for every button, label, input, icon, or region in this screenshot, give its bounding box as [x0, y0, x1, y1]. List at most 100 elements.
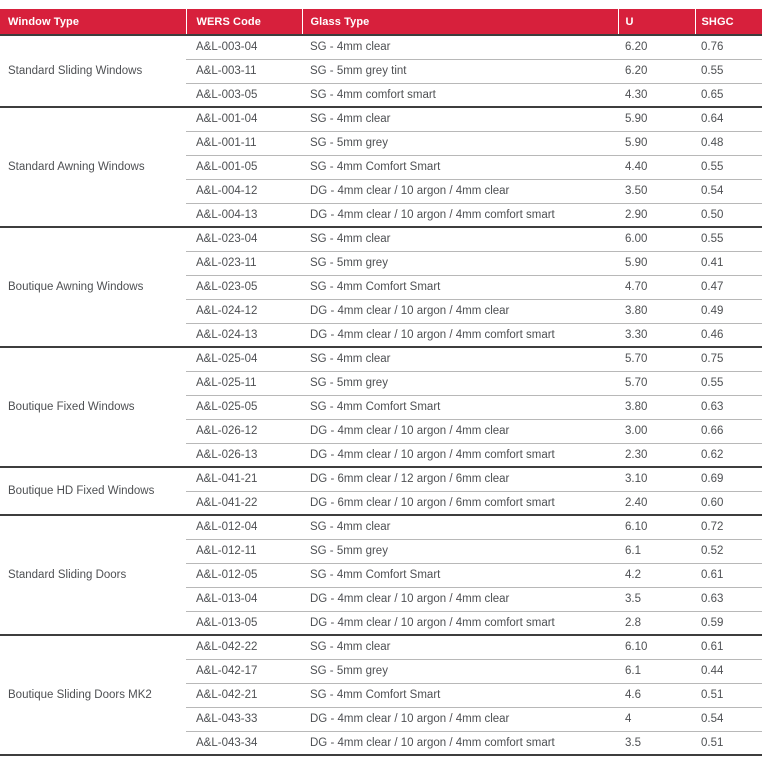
wers-code-cell: A&L-023-04	[186, 226, 302, 251]
table-row: Boutique Sliding Doors MK2 A&L-042-22 SG -…	[0, 634, 762, 755]
glass-type-cell: DG - 4mm clear / 10 argon / 4mm comfort …	[302, 730, 618, 755]
glass-type-cell: DG - 4mm clear / 10 argon / 4mm clear	[302, 418, 618, 443]
wers-code-cell: A&L-001-05	[186, 154, 302, 179]
shgc-value-cell: 0.51	[695, 730, 762, 755]
u-value-cell: 2.8	[618, 610, 695, 635]
u-value-cell: 5.70	[618, 346, 695, 371]
u-value-cell: 4.40	[618, 154, 695, 179]
shgc-value-cell: 0.61	[695, 562, 762, 587]
shgc-value-cell: 0.61	[695, 634, 762, 659]
shgc-value-cell: 0.55	[695, 58, 762, 83]
wers-code-cell: A&L-042-22	[186, 634, 302, 659]
table-row: Standard Sliding Windows A&L-003-04 SG - 4…	[0, 34, 762, 107]
table-row: A&L-025-11 SG - 5mm grey 5.70 0.55	[0, 370, 762, 395]
u-value-cell: 5.90	[618, 106, 695, 131]
u-value-cell: 4.70	[618, 274, 695, 299]
wers-code-cell: A&L-025-04	[186, 346, 302, 371]
shgc-value-cell: 0.65	[695, 82, 762, 107]
u-value-cell: 4	[618, 706, 695, 731]
window-type-cell: Boutique Fixed Windows	[0, 346, 186, 467]
glass-type-cell: SG - 4mm Comfort Smart	[302, 274, 618, 299]
table-row: A&L-042-21 SG - 4mm Comfort Smart 4.6 0.51	[0, 682, 762, 707]
table-row: A&L-003-11 SG - 5mm grey tint 6.20 0.55	[0, 58, 762, 83]
table-row: A&L-001-05 SG - 4mm Comfort Smart 4.40 0.55	[0, 154, 762, 179]
glass-type-cell: DG - 4mm clear / 10 argon / 4mm comfort …	[302, 610, 618, 635]
table-row: A&L-025-05 SG - 4mm Comfort Smart 3.80 0.63	[0, 394, 762, 419]
table-row: A&L-024-12 DG - 4mm clear / 10 argon / 4m…	[0, 298, 762, 323]
wers-code-cell: A&L-012-04	[186, 514, 302, 539]
glass-type-cell: SG - 4mm clear	[302, 226, 618, 251]
u-value-cell: 4.30	[618, 82, 695, 107]
wers-code-cell: A&L-043-34	[186, 730, 302, 755]
wers-code-cell: A&L-024-12	[186, 298, 302, 323]
window-type-cell: Boutique Sliding Doors MK2	[0, 634, 186, 755]
table-row: A&L-042-17 SG - 5mm grey 6.1 0.44	[0, 658, 762, 683]
shgc-value-cell: 0.51	[695, 682, 762, 707]
wers-code-cell: A&L-025-05	[186, 394, 302, 419]
wers-code-cell: A&L-042-21	[186, 682, 302, 707]
wers-code-cell: A&L-026-13	[186, 442, 302, 467]
u-value-cell: 3.00	[618, 418, 695, 443]
shgc-value-cell: 0.55	[695, 154, 762, 179]
wers-code-cell: A&L-042-17	[186, 658, 302, 683]
wers-code-cell: A&L-003-05	[186, 82, 302, 107]
shgc-value-cell: 0.63	[695, 586, 762, 611]
shgc-value-cell: 0.66	[695, 418, 762, 443]
glass-type-cell: DG - 4mm clear / 10 argon / 4mm clear	[302, 178, 618, 203]
table-row: A&L-004-12 DG - 4mm clear / 10 argon / 4m…	[0, 178, 762, 203]
header-row: Window Type WERS Code Glass Type U SHGC	[0, 9, 762, 35]
shgc-value-cell: 0.62	[695, 442, 762, 467]
glass-type-cell: SG - 5mm grey	[302, 130, 618, 155]
wers-code-cell: A&L-012-05	[186, 562, 302, 587]
shgc-value-cell: 0.47	[695, 274, 762, 299]
wers-code-cell: A&L-004-13	[186, 202, 302, 227]
shgc-value-cell: 0.63	[695, 394, 762, 419]
wers-code-cell: A&L-004-12	[186, 178, 302, 203]
wers-code-cell: A&L-026-12	[186, 418, 302, 443]
window-type-cell: Standard Sliding Windows	[0, 34, 186, 107]
shgc-value-cell: 0.59	[695, 610, 762, 635]
wers-code-cell: A&L-001-11	[186, 130, 302, 155]
glass-type-cell: DG - 4mm clear / 10 argon / 4mm comfort …	[302, 202, 618, 227]
glass-type-cell: DG - 4mm clear / 10 argon / 4mm comfort …	[302, 322, 618, 347]
table-row: Boutique HD Fixed Windows A&L-041-21 DG - …	[0, 466, 762, 515]
table-row: A&L-001-11 SG - 5mm grey 5.90 0.48	[0, 130, 762, 155]
glass-type-cell: SG - 5mm grey tint	[302, 58, 618, 83]
u-value-cell: 3.80	[618, 394, 695, 419]
shgc-value-cell: 0.55	[695, 370, 762, 395]
shgc-value-cell: 0.49	[695, 298, 762, 323]
table-row: Standard Sliding Doors A&L-012-04 SG - 4mm…	[0, 514, 762, 635]
u-value-cell: 5.90	[618, 250, 695, 275]
window-type-cell: Standard Sliding Doors	[0, 514, 186, 635]
glass-type-cell: SG - 4mm Comfort Smart	[302, 394, 618, 419]
wers-code-cell: A&L-024-13	[186, 322, 302, 347]
wers-code-cell: A&L-001-04	[186, 106, 302, 131]
wers-code-cell: A&L-041-21	[186, 466, 302, 491]
shgc-value-cell: 0.50	[695, 202, 762, 227]
u-value-cell: 6.10	[618, 514, 695, 539]
shgc-value-cell: 0.41	[695, 250, 762, 275]
glass-type-cell: SG - 4mm comfort smart	[302, 82, 618, 107]
wers-code-cell: A&L-041-22	[186, 490, 302, 515]
wers-code-cell: A&L-003-11	[186, 58, 302, 83]
glass-type-cell: SG - 4mm clear	[302, 634, 618, 659]
glass-type-cell: SG - 5mm grey	[302, 658, 618, 683]
shgc-value-cell: 0.54	[695, 178, 762, 203]
glass-type-cell: DG - 4mm clear / 10 argon / 4mm comfort …	[302, 442, 618, 467]
window-type-cell: Standard Awning Windows	[0, 106, 186, 227]
table-row: A&L-023-05 SG - 4mm Comfort Smart 4.70 0.47	[0, 274, 762, 299]
shgc-value-cell: 0.64	[695, 106, 762, 131]
u-value-cell: 6.1	[618, 538, 695, 563]
wers-code-cell: A&L-043-33	[186, 706, 302, 731]
table-row: A&L-013-05 DG - 4mm clear / 10 argon / 4m…	[0, 610, 762, 635]
u-value-cell: 4.2	[618, 562, 695, 587]
u-value-cell: 3.30	[618, 322, 695, 347]
window-type-cell: Boutique Awning Windows	[0, 226, 186, 347]
u-value-cell: 3.80	[618, 298, 695, 323]
shgc-value-cell: 0.54	[695, 706, 762, 731]
table-row: A&L-003-05 SG - 4mm comfort smart 4.30 0.65	[0, 82, 762, 107]
u-value-cell: 6.00	[618, 226, 695, 251]
table-row: A&L-026-13 DG - 4mm clear / 10 argon / 4m…	[0, 442, 762, 467]
glass-type-cell: DG - 6mm clear / 12 argon / 6mm clear	[302, 466, 618, 491]
